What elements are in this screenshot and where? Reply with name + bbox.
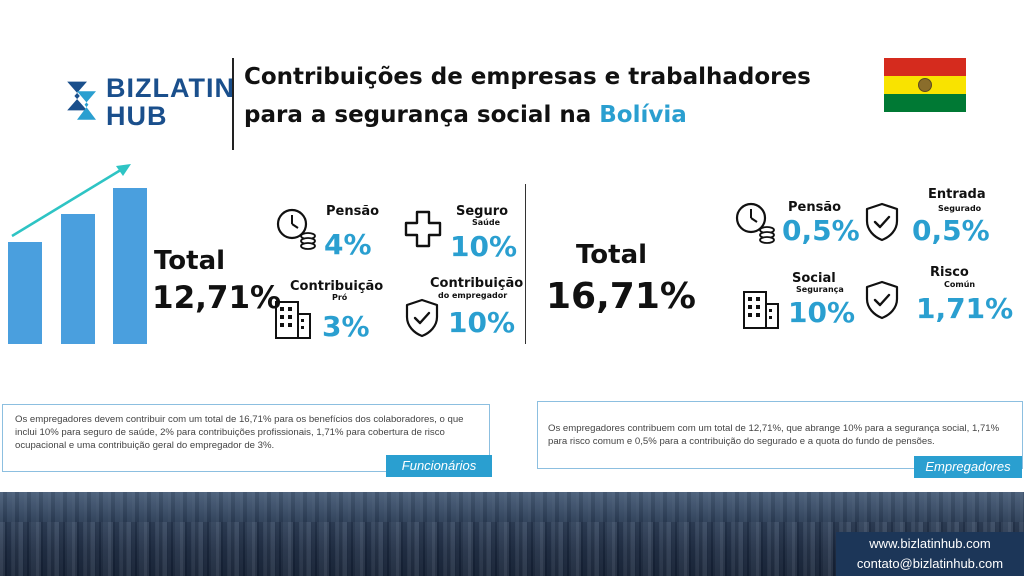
- logo-mark-icon: [67, 81, 96, 120]
- shield-check-icon: [865, 280, 899, 320]
- tag-funcionarios: Funcionários: [386, 455, 492, 477]
- page-title-prefix: para a segurança social na: [244, 102, 600, 128]
- medical-cross-icon: [404, 210, 442, 248]
- right-total-label: Total: [576, 240, 648, 270]
- trend-arrow-line: [11, 166, 125, 238]
- building-icon: [275, 301, 311, 339]
- bolivia-flag: [884, 58, 966, 112]
- tag-empregadores: Empregadores: [914, 456, 1022, 478]
- left-item-2-value: 10%: [450, 230, 518, 263]
- right-item-1-value: 0,5%: [782, 214, 860, 247]
- right-item-3-sub: Segurança: [796, 285, 844, 294]
- header-divider: [232, 58, 234, 150]
- left-item-4-label: Contribuição: [430, 276, 524, 291]
- left-total-label: Total: [154, 246, 226, 276]
- footer-email-link[interactable]: contato@bizlatinhub.com: [856, 556, 1004, 571]
- footer-website-link[interactable]: www.bizlatinhub.com: [869, 536, 991, 551]
- right-item-2-value: 0,5%: [912, 214, 990, 247]
- footer-contact-box: www.bizlatinhub.com contato@bizlatinhub.…: [836, 532, 1024, 576]
- chart-bar-1: [8, 242, 42, 344]
- section-divider: [525, 184, 526, 344]
- shield-check-icon: [405, 298, 439, 338]
- left-item-4-value: 10%: [448, 306, 516, 339]
- right-item-2-label: Entrada: [928, 187, 986, 202]
- right-item-4-sub: Común: [944, 280, 976, 289]
- page-title-line1: Contribuições de empresas e trabalhadore…: [244, 64, 811, 90]
- left-item-3-label: Contribuição: [290, 279, 384, 294]
- note-left-text: Os empregadores devem contribuir com um …: [15, 414, 464, 451]
- clock-coins-icon: [276, 208, 316, 250]
- flag-emblem-icon: [918, 78, 932, 92]
- logo-text-line1: BIZLATIN: [106, 73, 235, 103]
- chart-bar-2: [61, 214, 95, 344]
- right-item-2-sub: Segurado: [938, 204, 982, 213]
- right-item-4-label: Risco: [930, 265, 969, 280]
- page-title-accent: Bolívia: [599, 102, 687, 128]
- note-box-right: Os empregadores contribuem com um total …: [537, 401, 1023, 469]
- logo-text-line2: HUB: [106, 101, 168, 131]
- left-item-1-value: 4%: [324, 228, 372, 261]
- shield-check-icon: [865, 202, 899, 242]
- growth-chart: [8, 164, 147, 344]
- flag-stripe-red: [884, 58, 966, 76]
- page-title-line2: para a segurança social na Bolívia: [244, 102, 687, 128]
- left-item-3-value: 3%: [322, 310, 370, 343]
- right-item-3-label: Social: [792, 271, 836, 286]
- right-total-value: 16,71%: [546, 276, 696, 317]
- clock-coins-icon: [735, 202, 775, 244]
- right-item-3-value: 10%: [788, 296, 856, 329]
- flag-stripe-green: [884, 94, 966, 112]
- trend-arrow-head-icon: [116, 164, 131, 176]
- right-item-1-label: Pensão: [788, 200, 842, 215]
- chart-bar-3: [113, 188, 147, 344]
- left-item-1-label: Pensão: [326, 204, 380, 219]
- note-box-left: Os empregadores devem contribuir com um …: [2, 404, 490, 472]
- left-total-value: 12,71%: [152, 280, 282, 316]
- right-item-4-value: 1,71%: [916, 292, 1014, 325]
- logo: BIZLATIN HUB: [58, 70, 234, 132]
- flag-stripe-yellow: [884, 76, 966, 94]
- left-item-2-label: Seguro: [456, 204, 509, 219]
- left-item-2-sub: Saúde: [472, 218, 501, 227]
- note-right-text: Os empregadores contribuem com um total …: [548, 423, 1000, 447]
- building-icon: [743, 291, 779, 329]
- left-item-4-sub: do empregador: [438, 291, 508, 300]
- left-item-3-sub: Pró: [332, 293, 348, 302]
